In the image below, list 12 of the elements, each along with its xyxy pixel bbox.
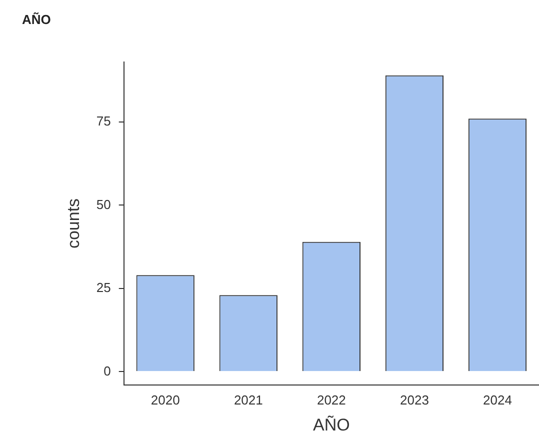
x-tick-label: 2024 bbox=[483, 392, 512, 408]
y-tick-label: 50 bbox=[96, 196, 111, 212]
chart-title: AÑO bbox=[22, 12, 51, 27]
x-tick-label: 2023 bbox=[400, 392, 429, 408]
y-tick-label: 25 bbox=[96, 280, 111, 296]
x-axis-title: AÑO bbox=[313, 415, 350, 434]
x-tick-label: 2021 bbox=[234, 392, 263, 408]
y-tick-label: 0 bbox=[104, 363, 111, 378]
x-tick-label: 2020 bbox=[150, 392, 180, 408]
y-tick-label: 75 bbox=[96, 114, 111, 129]
y-axis-title: counts bbox=[64, 198, 83, 249]
x-tick-label: 2022 bbox=[316, 392, 346, 408]
